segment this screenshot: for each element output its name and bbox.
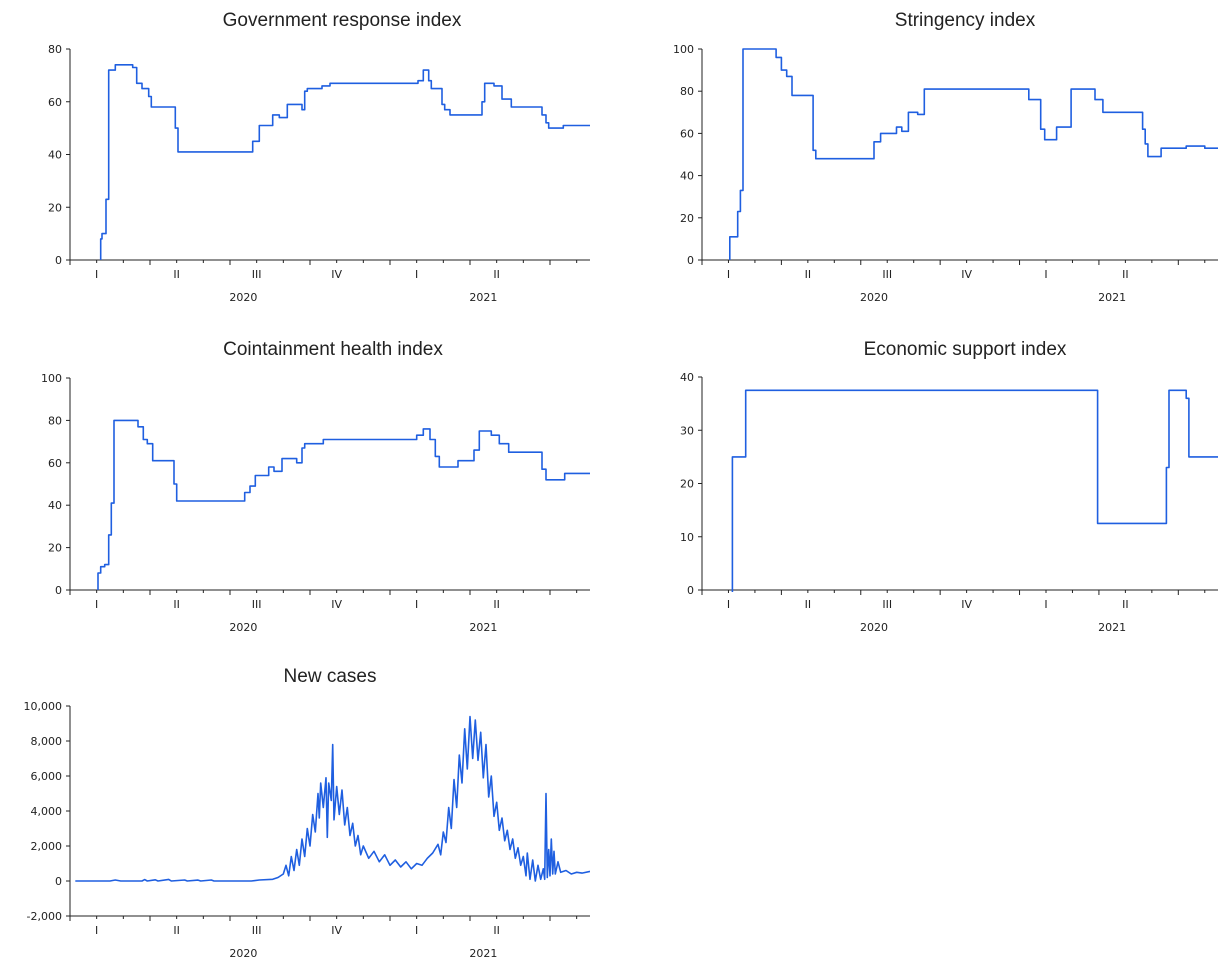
- y-tick-label: 40: [680, 371, 694, 384]
- y-tick-label: 0: [55, 584, 62, 597]
- y-tick-label: 80: [680, 85, 694, 98]
- series-line-1: [99, 64, 590, 260]
- y-tick-label: 60: [680, 127, 694, 140]
- y-tick-label: 20: [48, 542, 62, 555]
- x-quarter-label: III: [882, 268, 892, 281]
- y-tick-label: 100: [673, 43, 694, 56]
- x-quarter-label: IV: [961, 598, 972, 611]
- x-quarter-label: III: [882, 598, 892, 611]
- x-quarter-label: IV: [331, 598, 342, 611]
- x-quarter-label: III: [252, 924, 262, 937]
- x-year-label: 2020: [860, 291, 888, 304]
- y-tick-label: 0: [55, 875, 62, 888]
- x-quarter-label: I: [415, 924, 418, 937]
- x-quarter-label: III: [252, 268, 262, 281]
- chart-title-1: Government response index: [223, 10, 462, 31]
- y-tick-label: 30: [680, 424, 694, 437]
- y-tick-label: 6,000: [31, 770, 63, 783]
- x-quarter-label: II: [173, 924, 180, 937]
- y-tick-label: 0: [55, 254, 62, 267]
- y-tick-label: 100: [41, 372, 62, 385]
- x-quarter-label: I: [1044, 268, 1047, 281]
- x-year-label: 2021: [469, 291, 497, 304]
- x-year-label: 2020: [229, 621, 257, 634]
- x-quarter-label: II: [805, 268, 812, 281]
- x-year-label: 2020: [229, 291, 257, 304]
- y-tick-label: 20: [680, 478, 694, 491]
- y-tick-label: 10: [680, 531, 694, 544]
- x-quarter-label: I: [95, 268, 98, 281]
- series-line-5: [75, 715, 590, 882]
- x-year-label: 2021: [469, 621, 497, 634]
- y-tick-label: 4,000: [31, 805, 63, 818]
- chart-title-2: Stringency index: [895, 10, 1036, 31]
- x-quarter-label: II: [805, 598, 812, 611]
- y-tick-label: 2,000: [31, 840, 63, 853]
- x-quarter-label: II: [1122, 598, 1129, 611]
- x-year-label: 2020: [860, 621, 888, 634]
- y-tick-label: 0: [687, 584, 694, 597]
- x-year-label: 2021: [1098, 621, 1126, 634]
- x-quarter-label: I: [95, 598, 98, 611]
- y-tick-label: 8,000: [31, 735, 63, 748]
- x-quarter-label: II: [493, 268, 500, 281]
- x-quarter-label: IV: [331, 924, 342, 937]
- y-tick-label: 0: [687, 254, 694, 267]
- y-tick-label: 40: [48, 149, 62, 162]
- y-tick-label: 20: [680, 212, 694, 225]
- x-quarter-label: I: [727, 598, 730, 611]
- x-year-label: 2020: [229, 947, 257, 960]
- y-tick-label: 60: [48, 96, 62, 109]
- series-line-4: [731, 389, 1218, 592]
- x-quarter-label: II: [493, 598, 500, 611]
- series-line-3: [97, 419, 590, 590]
- x-quarter-label: IV: [331, 268, 342, 281]
- y-tick-label: 80: [48, 414, 62, 427]
- y-tick-label: 60: [48, 457, 62, 470]
- x-year-label: 2021: [1098, 291, 1126, 304]
- x-quarter-label: II: [1122, 268, 1129, 281]
- y-tick-label: 40: [680, 170, 694, 183]
- x-quarter-label: II: [173, 598, 180, 611]
- x-quarter-label: III: [252, 598, 262, 611]
- chart-title-3: Cointainment health index: [223, 339, 443, 360]
- y-tick-label: 80: [48, 43, 62, 56]
- x-quarter-label: II: [493, 924, 500, 937]
- x-year-label: 2021: [469, 947, 497, 960]
- y-tick-label: -2,000: [27, 910, 62, 923]
- chart-title-4: Economic support index: [864, 339, 1067, 360]
- chart-title-5: New cases: [284, 666, 377, 687]
- y-tick-label: 40: [48, 499, 62, 512]
- x-quarter-label: I: [95, 924, 98, 937]
- x-quarter-label: I: [415, 598, 418, 611]
- x-quarter-label: I: [727, 268, 730, 281]
- y-tick-label: 10,000: [24, 700, 63, 713]
- series-line-2: [728, 48, 1218, 260]
- x-quarter-label: II: [173, 268, 180, 281]
- x-quarter-label: I: [1044, 598, 1047, 611]
- x-quarter-label: IV: [961, 268, 972, 281]
- x-quarter-label: I: [415, 268, 418, 281]
- y-tick-label: 20: [48, 201, 62, 214]
